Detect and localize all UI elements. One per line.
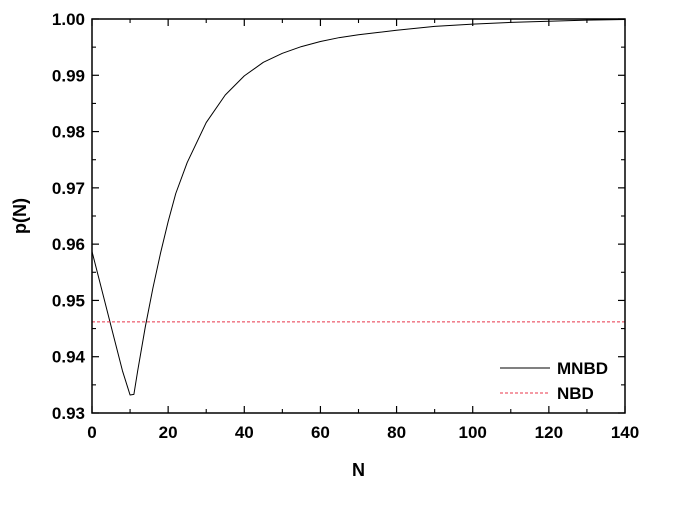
legend: MNBD NBD	[500, 359, 608, 403]
y-tick-label: 0.99	[52, 66, 85, 85]
x-tick-label: 80	[387, 423, 406, 442]
x-tick-label: 60	[311, 423, 330, 442]
x-tick-label: 100	[459, 423, 487, 442]
x-tick-label: 20	[159, 423, 178, 442]
ticks-layer: 0 20 40 60 80 100 120 140 0.93 0.94 0.95 0.96 0.97 0.…	[52, 10, 639, 442]
y-tick-label: 0.96	[52, 235, 85, 254]
y-tick-label: 1.00	[52, 10, 85, 29]
series-layer	[91, 19, 626, 396]
x-tick-label: 120	[535, 423, 563, 442]
x-tick-label: 140	[611, 423, 639, 442]
y-tick-label: 0.94	[52, 348, 86, 367]
y-axis-title: p(N)	[10, 198, 30, 234]
x-axis-title: N	[352, 460, 365, 480]
legend-label-mnbd: MNBD	[557, 359, 608, 378]
x-tick-label: 0	[87, 423, 96, 442]
plot-frame	[91, 18, 626, 414]
legend-label-nbd: NBD	[557, 384, 594, 403]
y-tick-label: 0.97	[52, 179, 85, 198]
y-tick-label: 0.95	[52, 291, 85, 310]
x-tick-label: 40	[235, 423, 254, 442]
y-tick-label: 0.93	[52, 404, 85, 423]
y-tick-label: 0.98	[52, 123, 85, 142]
series-line-mnbd	[91, 19, 626, 396]
